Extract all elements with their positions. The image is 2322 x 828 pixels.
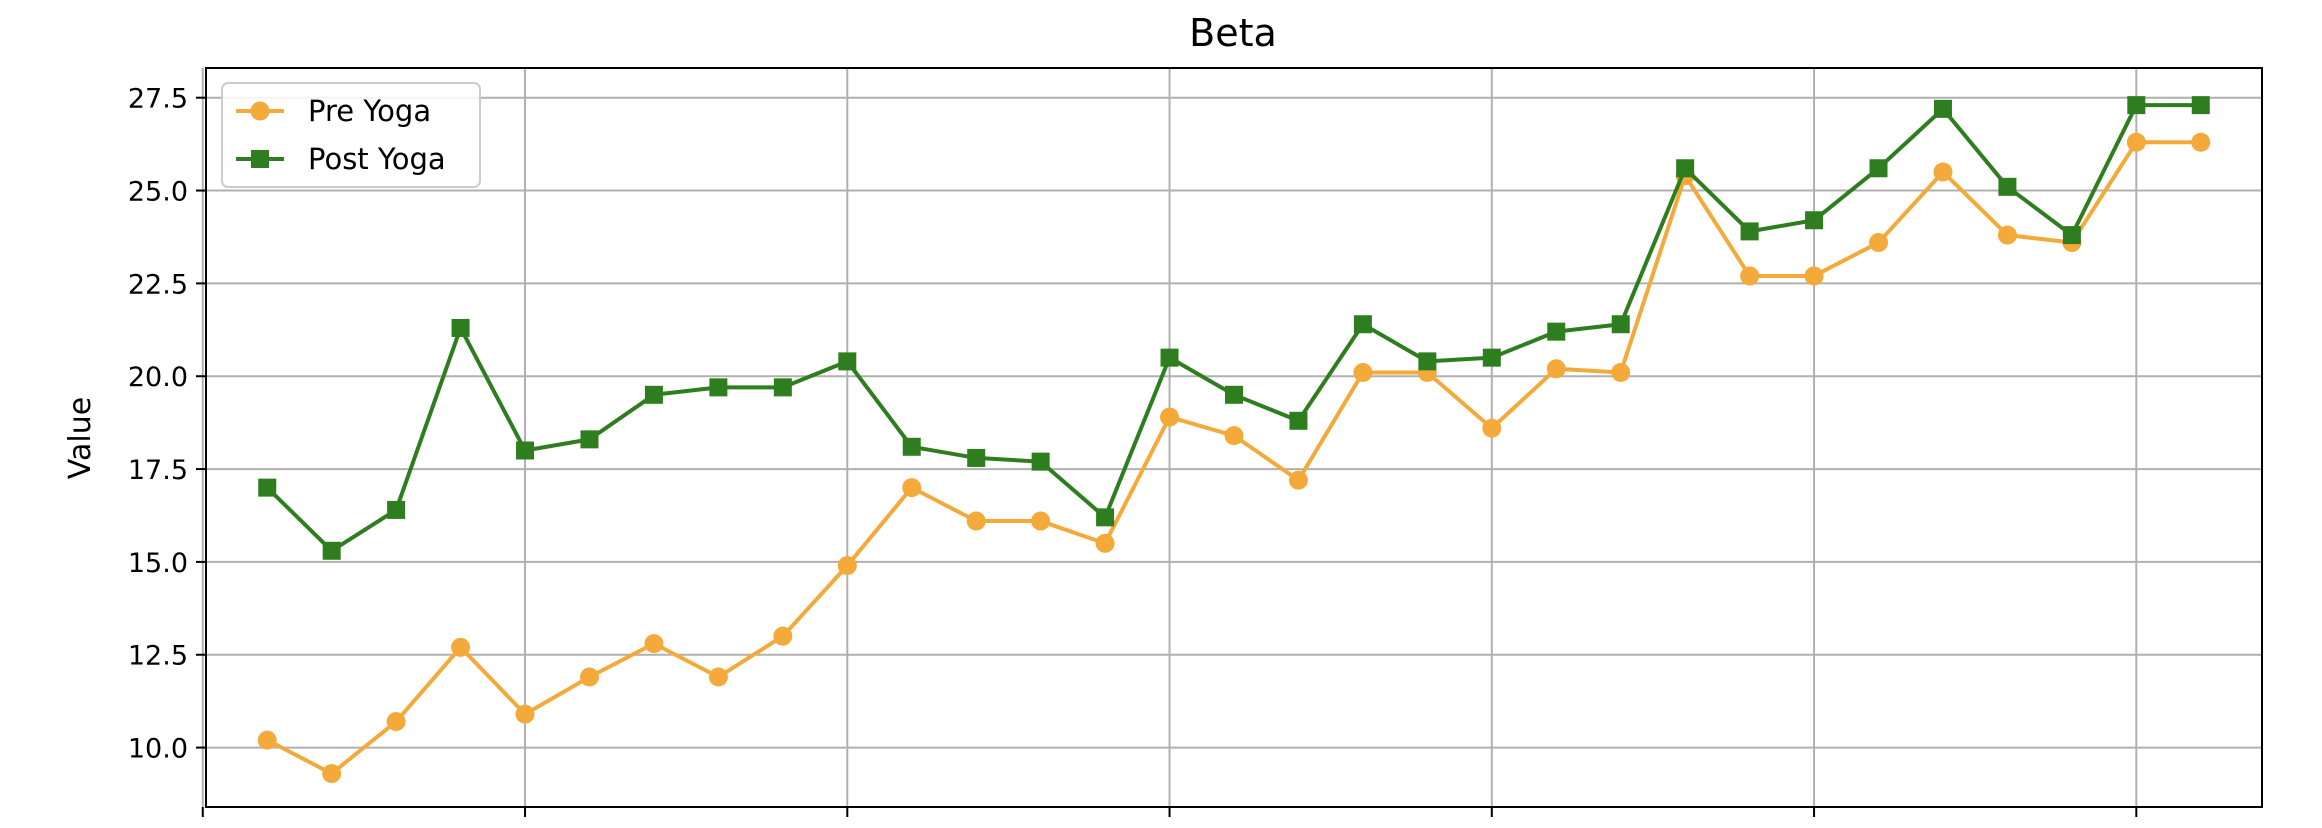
pre-yoga-point bbox=[773, 626, 793, 646]
post-yoga-series bbox=[258, 96, 2210, 560]
pre-yoga-point bbox=[902, 478, 922, 498]
pre-yoga-point bbox=[451, 637, 471, 657]
y-tick-label: 20.0 bbox=[128, 362, 188, 393]
y-tick-label: 10.0 bbox=[128, 734, 188, 765]
post-yoga-point bbox=[2191, 96, 2210, 115]
post-yoga-point bbox=[1160, 348, 1179, 367]
pre-yoga-point bbox=[837, 556, 857, 576]
post-yoga-point bbox=[1225, 385, 1243, 404]
pre-yoga-point bbox=[1546, 359, 1566, 379]
pre-yoga-point bbox=[2191, 132, 2211, 152]
post-yoga-point bbox=[773, 378, 792, 397]
pre-yoga-legend-marker bbox=[250, 101, 270, 121]
post-yoga-point bbox=[258, 478, 277, 497]
post-yoga-point bbox=[1740, 222, 1759, 241]
post-yoga-point bbox=[1869, 159, 1888, 178]
pre-yoga-point bbox=[579, 667, 599, 687]
pre-yoga-point bbox=[1482, 418, 1502, 438]
post-yoga-point bbox=[838, 352, 857, 371]
post-yoga-point bbox=[902, 437, 921, 456]
post-yoga-point bbox=[709, 378, 728, 397]
post-yoga-point bbox=[2127, 96, 2146, 115]
post-yoga-point bbox=[1547, 322, 1566, 341]
post-yoga-point bbox=[644, 385, 663, 404]
pre-yoga-point bbox=[1031, 511, 1051, 531]
pre-yoga-point bbox=[322, 764, 342, 784]
post-yoga-point bbox=[1031, 452, 1050, 471]
pre-yoga-point bbox=[2126, 132, 2146, 152]
post-yoga-point bbox=[1805, 211, 1824, 230]
post-yoga-point bbox=[1998, 177, 2017, 196]
y-tick-label: 17.5 bbox=[128, 455, 188, 486]
y-axis-label: Value bbox=[63, 397, 98, 479]
pre-yoga-point bbox=[1869, 233, 1889, 253]
chart-title: Beta bbox=[1189, 11, 1277, 55]
pre-yoga-point bbox=[1611, 363, 1631, 383]
pre-yoga-point bbox=[1095, 533, 1115, 553]
pre-yoga-point bbox=[1804, 266, 1824, 286]
post-yoga-point bbox=[1096, 508, 1115, 527]
post-yoga-point bbox=[1933, 99, 1952, 118]
post-yoga-point bbox=[1353, 315, 1372, 334]
post-yoga-line bbox=[265, 103, 2201, 553]
post-yoga-point bbox=[1289, 411, 1308, 430]
legend-box bbox=[221, 82, 481, 188]
post-yoga-point bbox=[1611, 315, 1630, 334]
series-layer bbox=[257, 96, 2211, 784]
post-yoga-point bbox=[580, 430, 599, 449]
axis-ticks: 10.0 12.5 15.0 17.5 20.0 22.5 25.0 27.5 bbox=[128, 84, 2138, 817]
y-tick-label: 27.5 bbox=[128, 84, 188, 115]
post-yoga-point bbox=[967, 448, 986, 467]
post-yoga-point bbox=[322, 541, 341, 560]
post-yoga-point bbox=[1418, 352, 1437, 371]
pre-yoga-point bbox=[515, 704, 535, 724]
post-yoga-point bbox=[451, 318, 470, 337]
post-yoga-point bbox=[1482, 348, 1501, 367]
pre-yoga-point bbox=[1288, 470, 1308, 490]
pre-yoga-line bbox=[266, 140, 2201, 776]
post-yoga-point bbox=[516, 441, 535, 460]
y-tick-label: 25.0 bbox=[128, 177, 188, 208]
post-yoga-point bbox=[387, 500, 406, 519]
y-tick-label: 22.5 bbox=[128, 269, 188, 300]
pre-yoga-legend-label: Pre Yoga bbox=[308, 94, 431, 128]
pre-yoga-point bbox=[1933, 162, 1953, 182]
pre-yoga-point bbox=[708, 667, 728, 687]
pre-yoga-point bbox=[386, 712, 406, 732]
post-yoga-point bbox=[2062, 226, 2081, 245]
pre-yoga-point bbox=[257, 730, 277, 750]
y-tick-label: 15.0 bbox=[128, 548, 188, 579]
y-tick-label: 12.5 bbox=[128, 641, 188, 672]
pre-yoga-point bbox=[1160, 407, 1180, 427]
pre-yoga-point bbox=[966, 511, 986, 531]
pre-yoga-point bbox=[1997, 225, 2017, 245]
pre-yoga-point bbox=[1224, 426, 1244, 446]
post-yoga-point bbox=[1676, 159, 1695, 178]
post-yoga-legend-marker bbox=[251, 150, 269, 168]
pre-yoga-point bbox=[1353, 363, 1373, 383]
legend: Pre Yoga Post Yoga bbox=[221, 82, 481, 188]
post-yoga-legend-label: Post Yoga bbox=[308, 142, 446, 176]
pre-yoga-series bbox=[257, 132, 2211, 784]
pre-yoga-point bbox=[644, 634, 664, 654]
pre-yoga-point bbox=[1740, 266, 1760, 286]
plot-frame bbox=[205, 67, 2263, 808]
